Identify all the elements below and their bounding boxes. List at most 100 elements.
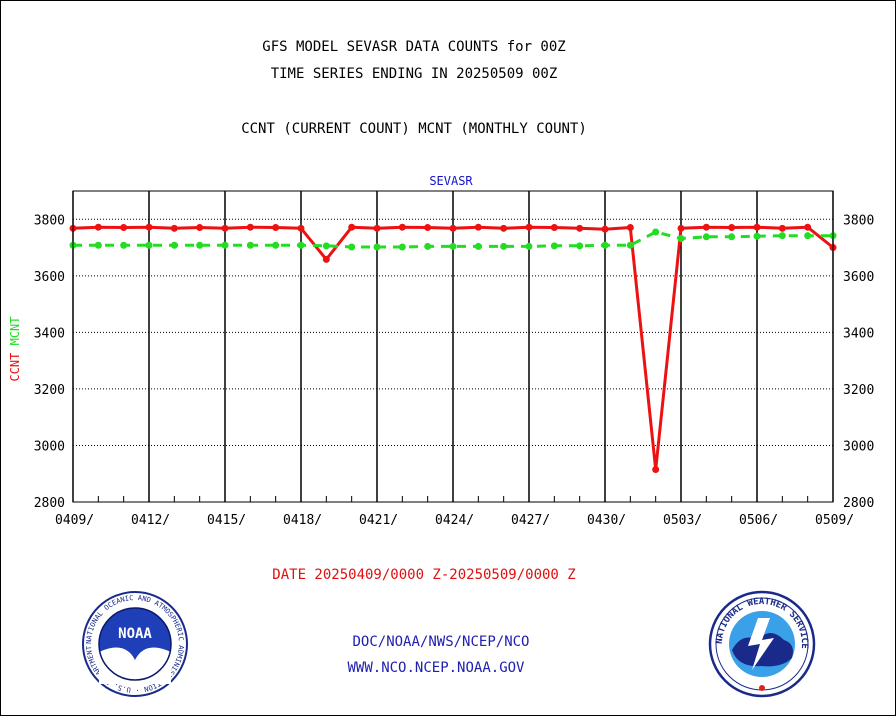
y-tick-label-left: 2800 <box>34 496 65 511</box>
y-tick-label-left: 3200 <box>34 383 65 398</box>
data-point-mcnt <box>94 241 102 249</box>
data-point-ccnt <box>398 223 406 231</box>
data-point-ccnt <box>373 224 381 232</box>
x-tick-label: 0421/ <box>359 513 398 528</box>
nws-logo: NATIONAL WEATHER SERVICE <box>708 590 816 698</box>
data-point-ccnt <box>449 224 457 232</box>
data-point-ccnt <box>753 223 761 231</box>
data-point-mcnt <box>728 233 736 241</box>
x-tick-label: 0427/ <box>511 513 550 528</box>
data-point-mcnt <box>373 243 381 251</box>
axes-layer: 2800 2800 3000 3000 3200 3200 3400 3400 3600 3600… <box>34 190 874 528</box>
data-point-mcnt <box>500 242 508 250</box>
data-point-mcnt <box>474 242 482 250</box>
grid-layer <box>72 191 834 502</box>
data-point-mcnt <box>626 241 634 249</box>
data-point-mcnt <box>272 241 280 249</box>
data-point-ccnt <box>702 223 710 231</box>
y-axis-label: CCNT MCNT <box>8 316 22 381</box>
data-point-mcnt <box>120 241 128 249</box>
x-tick-label: 0412/ <box>131 513 170 528</box>
data-point-ccnt <box>170 224 178 232</box>
chart-title-line1: GFS MODEL SEVASR DATA COUNTS for 00Z <box>262 39 565 55</box>
y-tick-label-left: 3800 <box>34 213 65 228</box>
data-point-ccnt <box>500 224 508 232</box>
data-point-ccnt <box>196 223 204 231</box>
data-point-mcnt <box>778 232 786 240</box>
x-tick-label: 0509/ <box>815 513 854 528</box>
x-tick-label: 0409/ <box>55 513 94 528</box>
org-link[interactable]: DOC/NOAA/NWS/NCEP/NCO <box>352 634 529 650</box>
x-tick-label: 0418/ <box>283 513 322 528</box>
data-point-ccnt <box>145 223 153 231</box>
chart-title-line2: TIME SERIES ENDING IN 20250509 00Z <box>271 66 558 82</box>
data-point-ccnt <box>348 223 356 231</box>
y-axis-label-mcnt: MCNT <box>8 316 22 345</box>
x-tick-label: 0424/ <box>435 513 474 528</box>
y-tick-label-right: 3000 <box>843 439 874 454</box>
data-point-ccnt <box>221 224 229 232</box>
data-point-ccnt <box>424 223 432 231</box>
data-point-ccnt <box>246 223 254 231</box>
y-tick-label-right: 3600 <box>843 270 874 285</box>
data-point-mcnt <box>246 241 254 249</box>
series-layer <box>69 223 837 473</box>
data-point-ccnt <box>474 223 482 231</box>
data-point-mcnt <box>221 241 229 249</box>
data-point-ccnt <box>94 223 102 231</box>
x-tick-label: 0415/ <box>207 513 246 528</box>
data-point-mcnt <box>601 241 609 249</box>
data-point-ccnt <box>677 224 685 232</box>
data-point-ccnt <box>576 224 584 232</box>
data-point-mcnt <box>398 243 406 251</box>
data-point-ccnt <box>601 225 609 233</box>
y-tick-label-right: 3800 <box>843 213 874 228</box>
data-point-mcnt <box>753 232 761 240</box>
data-point-ccnt <box>272 223 280 231</box>
data-point-ccnt <box>804 223 812 231</box>
plot-subtitle: SEVASR <box>429 174 473 188</box>
website-link[interactable]: WWW.NCO.NCEP.NOAA.GOV <box>347 660 525 676</box>
noaa-logo-text: NOAA <box>118 626 152 642</box>
data-point-ccnt <box>652 465 660 473</box>
data-point-mcnt <box>576 242 584 250</box>
data-point-ccnt <box>550 223 558 231</box>
data-point-mcnt <box>196 241 204 249</box>
data-point-ccnt <box>626 223 634 231</box>
y-tick-label-left: 3600 <box>34 270 65 285</box>
x-tick-label: 0506/ <box>739 513 778 528</box>
x-tick-label: 0430/ <box>587 513 626 528</box>
data-point-ccnt <box>778 224 786 232</box>
data-point-mcnt <box>449 242 457 250</box>
data-point-mcnt <box>525 242 533 250</box>
noaa-logo: NATIONAL OCEANIC AND ATMOSPHERIC ADMINIS… <box>82 591 188 697</box>
data-point-mcnt <box>424 242 432 250</box>
data-point-mcnt <box>652 228 660 236</box>
y-tick-label-right: 3400 <box>843 326 874 341</box>
data-point-mcnt <box>297 241 305 249</box>
data-point-ccnt <box>297 224 305 232</box>
chart-title-line3: CCNT (CURRENT COUNT) MCNT (MONTHLY COUNT… <box>241 121 587 137</box>
data-point-mcnt <box>804 232 812 240</box>
x-tick-label: 0503/ <box>663 513 702 528</box>
data-point-ccnt <box>525 223 533 231</box>
data-point-mcnt <box>348 243 356 251</box>
svg-text:CCNT MCNT: CCNT MCNT <box>8 316 22 381</box>
data-point-mcnt <box>322 242 330 250</box>
y-tick-label-left: 3000 <box>34 439 65 454</box>
data-point-ccnt <box>728 223 736 231</box>
data-point-mcnt <box>145 241 153 249</box>
data-point-ccnt <box>120 223 128 231</box>
y-tick-label-right: 2800 <box>843 496 874 511</box>
date-range-label: DATE 20250409/0000 Z-20250509/0000 Z <box>272 567 575 583</box>
data-point-mcnt <box>550 242 558 250</box>
data-point-mcnt <box>677 234 685 242</box>
y-tick-label-right: 3200 <box>843 383 874 398</box>
data-point-mcnt <box>702 233 710 241</box>
y-tick-label-left: 3400 <box>34 326 65 341</box>
data-point-ccnt <box>322 255 330 263</box>
y-axis-label-ccnt: CCNT <box>8 353 22 382</box>
data-point-mcnt <box>170 241 178 249</box>
